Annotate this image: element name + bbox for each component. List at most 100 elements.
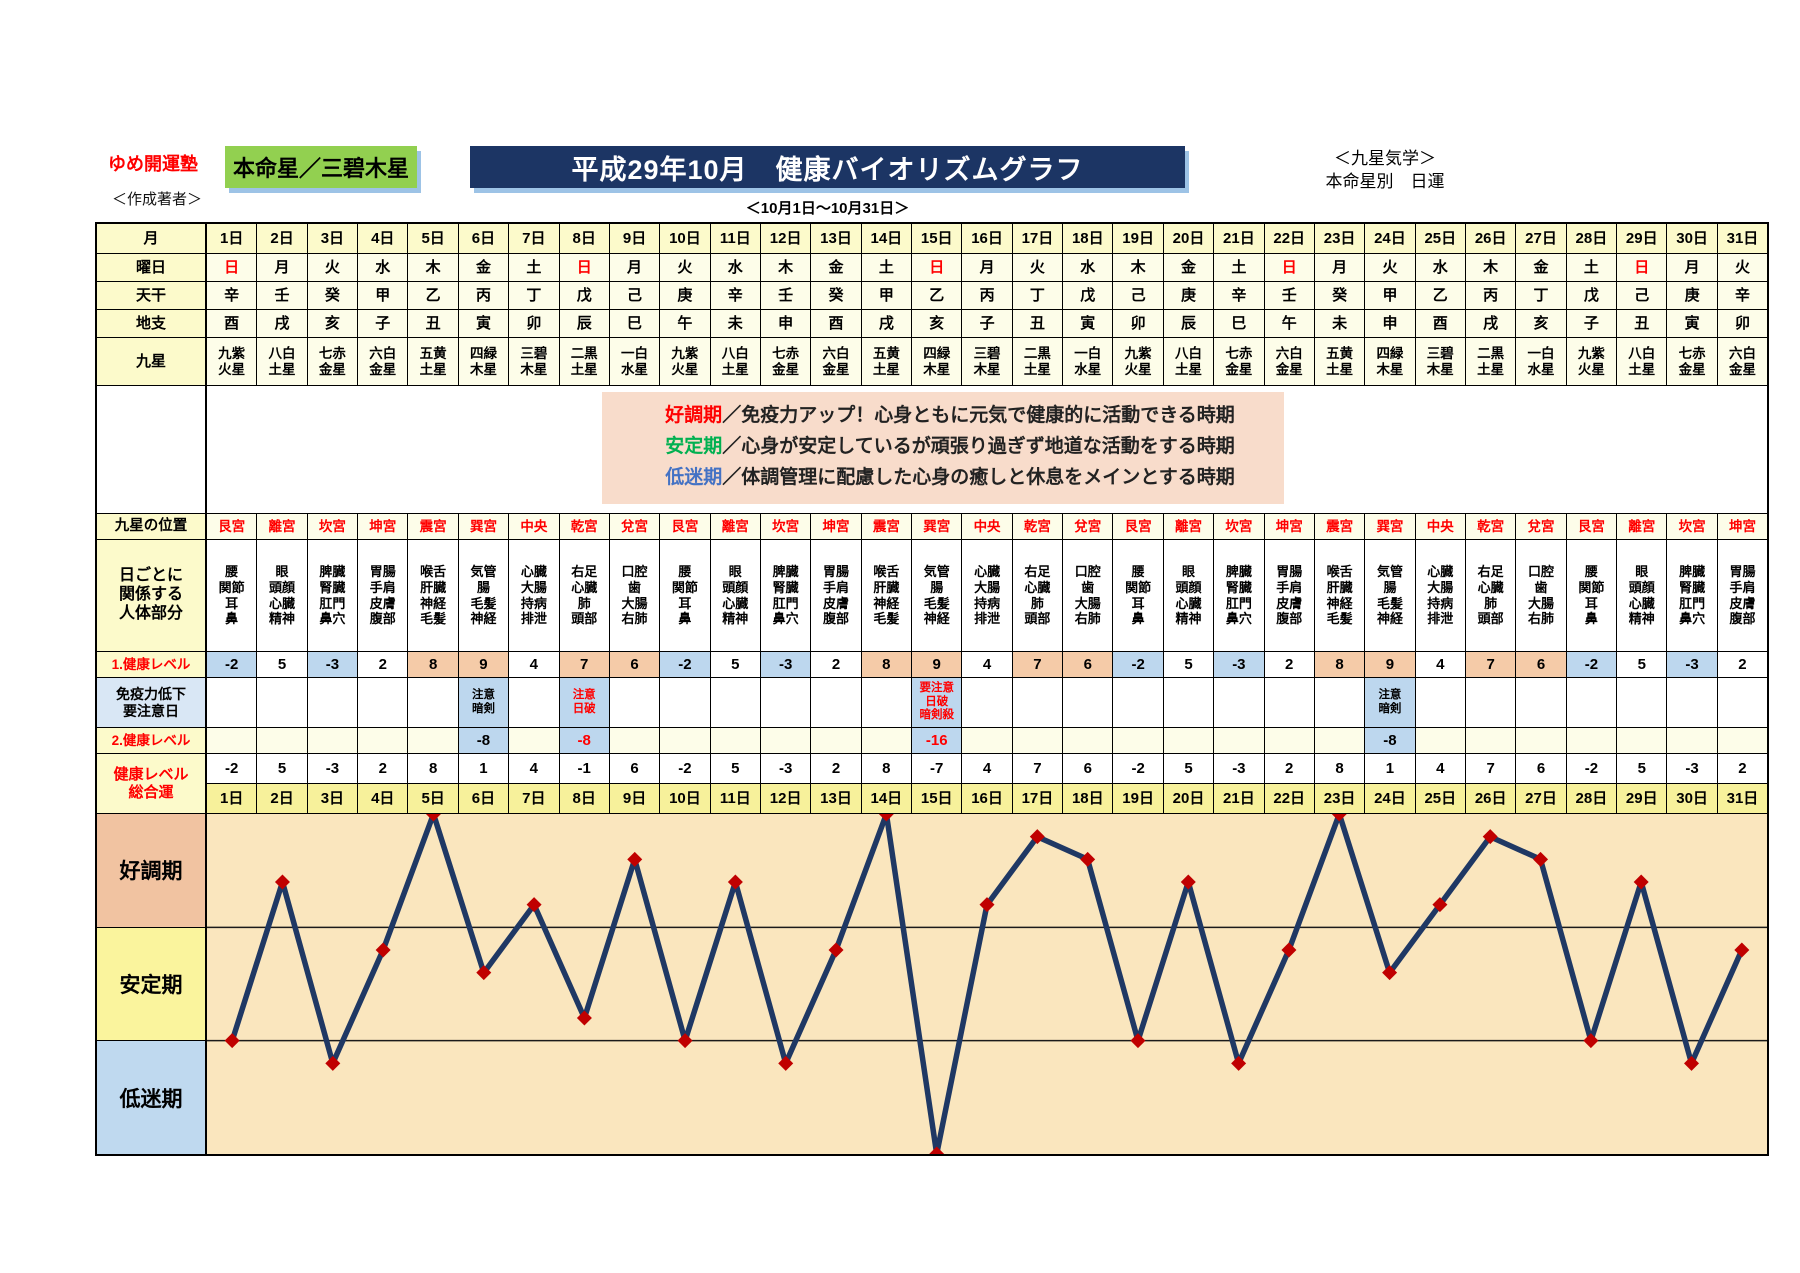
- cell-weekday-4: 水: [358, 254, 409, 281]
- cell-stem-29: 己: [1617, 282, 1668, 309]
- legend-line-0: 好調期／免疫力アップ！心身ともに元気で健康的に活動できる時期: [616, 400, 1284, 431]
- cell-total-22: 2: [1264, 754, 1315, 783]
- cell-level1-20: 5: [1163, 652, 1215, 677]
- cell-date-top-10: 10日: [660, 224, 711, 253]
- cell-stem-30: 庚: [1667, 282, 1718, 309]
- cell-star-9: 一白 水星: [609, 338, 661, 385]
- zone-label-anteiki: 安定期: [97, 927, 205, 1042]
- calendar-sheet: 月 1日 2日 3日 4日 5日 6日 7日 8日 9日 10日 11日 12日 13日 14日 15日 16日…: [95, 222, 1769, 1156]
- cell-date-bottom-27: 27日: [1516, 784, 1567, 813]
- cell-palace-10: 艮宮: [660, 514, 711, 539]
- cell-stem-16: 丙: [962, 282, 1013, 309]
- cell-palace-19: 艮宮: [1113, 514, 1164, 539]
- cell-weekday-23: 月: [1314, 254, 1366, 281]
- label-total: 健康レベル 総合運: [97, 754, 207, 813]
- cell-level1-24: 9: [1365, 652, 1416, 677]
- cell-date-top-3: 3日: [307, 224, 359, 253]
- kyusei-kigaku-note: ＜九星気学＞ 本命星別 日運: [1285, 148, 1485, 194]
- cell-total-25: 4: [1415, 754, 1466, 783]
- cell-level2-20: [1163, 728, 1215, 753]
- cell-caution-30: [1667, 678, 1718, 727]
- cell-caution-28: [1566, 678, 1618, 727]
- cell-weekday-27: 金: [1516, 254, 1567, 281]
- cell-date-top-17: 17日: [1012, 224, 1064, 253]
- cell-branch-21: 巳: [1214, 310, 1265, 337]
- cell-date-bottom-8: 8日: [559, 784, 610, 813]
- cell-level1-17: 7: [1012, 652, 1064, 677]
- row-month: 月 1日 2日 3日 4日 5日 6日 7日 8日 9日 10日 11日 12日 13日 14日 15日 16日…: [97, 224, 1768, 254]
- row-level1: 1.健康レベル -2 5 -3 2 8 9 4 7 6 -2 5 -3 2 8 9 4 7 6 -2 5 -3 2 8 9 4 7 6…: [97, 652, 1768, 678]
- cell-star-23: 五黄 土星: [1314, 338, 1366, 385]
- cell-weekday-3: 火: [307, 254, 359, 281]
- cell-date-bottom-28: 28日: [1566, 784, 1618, 813]
- cell-branch-26: 戌: [1465, 310, 1517, 337]
- cell-branch-22: 午: [1264, 310, 1315, 337]
- cell-stem-2: 壬: [257, 282, 308, 309]
- cell-caution-2: [257, 678, 308, 727]
- cell-branch-8: 辰: [559, 310, 610, 337]
- cell-date-bottom-4: 4日: [358, 784, 409, 813]
- cell-total-23: 8: [1314, 754, 1366, 783]
- cell-total-1: -2: [207, 754, 258, 783]
- cell-caution-12: [760, 678, 812, 727]
- cell-weekday-16: 月: [962, 254, 1013, 281]
- cell-branch-4: 子: [358, 310, 409, 337]
- cell-branch-28: 子: [1566, 310, 1618, 337]
- cell-date-bottom-2: 2日: [257, 784, 308, 813]
- cell-palace-14: 震宮: [861, 514, 913, 539]
- cell-level2-14: [861, 728, 913, 753]
- cell-caution-26: [1465, 678, 1517, 727]
- cell-total-19: -2: [1113, 754, 1164, 783]
- row-legend: 好調期／免疫力アップ！心身ともに元気で健康的に活動できる時期 安定期／心身が安定し…: [97, 386, 1767, 514]
- cell-branch-15: 亥: [912, 310, 963, 337]
- cell-total-5: 8: [408, 754, 459, 783]
- cell-caution-21: [1214, 678, 1265, 727]
- cell-total-10: -2: [660, 754, 711, 783]
- cell-branch-29: 丑: [1617, 310, 1668, 337]
- cell-weekday-7: 土: [509, 254, 560, 281]
- cell-date-bottom-14: 14日: [861, 784, 913, 813]
- cell-stem-22: 壬: [1264, 282, 1315, 309]
- cell-star-3: 七赤 金星: [307, 338, 359, 385]
- cell-date-top-2: 2日: [257, 224, 308, 253]
- cell-branch-25: 酉: [1415, 310, 1466, 337]
- cell-level1-2: 5: [257, 652, 308, 677]
- cell-level2-12: [760, 728, 812, 753]
- cell-palace-6: 巽宮: [458, 514, 510, 539]
- cell-level1-26: 7: [1465, 652, 1517, 677]
- cell-star-1: 九紫 火星: [207, 338, 258, 385]
- cell-date-bottom-13: 13日: [811, 784, 862, 813]
- cell-star-14: 五黄 土星: [861, 338, 913, 385]
- cell-date-top-4: 4日: [358, 224, 409, 253]
- legend-term-1: 安定期: [665, 436, 723, 457]
- label-legend-empty: [97, 386, 207, 513]
- cell-level2-11: [710, 728, 761, 753]
- cell-body-parts-11: 眼頭顔 心臓 精神: [710, 540, 761, 651]
- cell-body-parts-25: 心臓 大腸 持病 排泄: [1415, 540, 1466, 651]
- cell-level2-2: [257, 728, 308, 753]
- cell-body-parts-13: 胃腸 手肩 皮膚 腹部: [811, 540, 862, 651]
- cell-date-bottom-21: 21日: [1214, 784, 1265, 813]
- cell-level2-28: [1566, 728, 1618, 753]
- cell-date-top-15: 15日: [912, 224, 963, 253]
- cell-date-bottom-29: 29日: [1617, 784, 1668, 813]
- cell-body-parts-30: 脾臓 腎臓 肛門 鼻穴: [1667, 540, 1718, 651]
- cell-weekday-11: 水: [710, 254, 761, 281]
- cell-weekday-22: 日: [1264, 254, 1315, 281]
- author-label: ＜作成著者＞: [112, 191, 203, 208]
- row-tenkan: 天干辛壬癸甲乙丙丁戊己庚辛壬癸甲乙丙丁戊己庚辛壬癸甲乙丙丁戊己庚辛: [97, 282, 1768, 310]
- cell-branch-13: 酉: [811, 310, 862, 337]
- cell-caution-24: 注意 暗剣: [1365, 678, 1416, 727]
- cell-body-parts-2: 眼頭顔 心臓 精神: [257, 540, 308, 651]
- cell-caution-10: [660, 678, 711, 727]
- cell-body-parts-21: 脾臓 腎臓 肛門 鼻穴: [1214, 540, 1265, 651]
- cell-caution-3: [307, 678, 359, 727]
- cell-caution-5: [408, 678, 459, 727]
- cell-level1-6: 9: [458, 652, 510, 677]
- cell-stem-18: 戊: [1063, 282, 1114, 309]
- cell-level1-11: 5: [710, 652, 761, 677]
- cell-total-14: 8: [861, 754, 913, 783]
- cell-star-18: 一白 水星: [1063, 338, 1114, 385]
- cell-total-16: 4: [962, 754, 1013, 783]
